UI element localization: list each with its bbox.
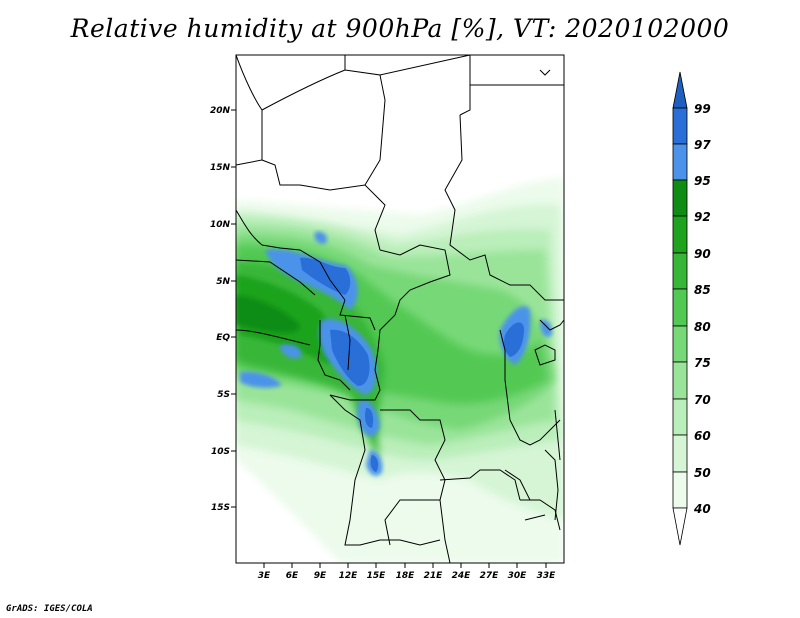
lon-label-24e: 24E bbox=[452, 571, 472, 581]
lon-label-9e: 9E bbox=[314, 571, 327, 581]
colorbar-swatch-40-50 bbox=[672, 471, 688, 509]
colorbar-label-92: 92 bbox=[694, 210, 711, 224]
colorbar-swatch-70-75 bbox=[672, 361, 688, 400]
colorbar-swatch-90-92 bbox=[672, 215, 688, 254]
colorbar-swatch-50-60 bbox=[672, 434, 688, 473]
lon-label-3e: 3E bbox=[258, 571, 271, 581]
colorbar-label-50: 50 bbox=[694, 466, 711, 480]
colorbar-label-75: 75 bbox=[694, 356, 711, 370]
map-frame bbox=[235, 54, 565, 564]
colorbar-label-85: 85 bbox=[694, 283, 711, 297]
lon-label-18e: 18E bbox=[396, 571, 416, 581]
lon-label-30e: 30E bbox=[508, 571, 528, 581]
colorbar-swatch-75-80 bbox=[672, 325, 688, 363]
country-borders bbox=[236, 55, 564, 563]
humidity-field bbox=[236, 178, 564, 563]
page-title: Relative humidity at 900hPa [%], VT: 202… bbox=[70, 14, 730, 43]
lat-labels: 20N 15N 10N 5N EQ 5S 10S 15S bbox=[210, 106, 231, 513]
lon-label-12e: 12E bbox=[339, 571, 359, 581]
colorbar bbox=[672, 71, 688, 546]
colorbar-label-99: 99 bbox=[694, 102, 711, 116]
colorbar-swatch-80-85 bbox=[672, 288, 688, 327]
lon-label-21e: 21E bbox=[424, 571, 444, 581]
grads-credit: GrADS: IGES/COLA bbox=[6, 604, 93, 614]
colorbar-swatch-92-95 bbox=[672, 179, 688, 217]
colorbar-label-40: 40 bbox=[693, 502, 711, 516]
colorbar-swatch-97-99 bbox=[672, 107, 688, 145]
lat-label-20n: 20N bbox=[210, 106, 231, 116]
lon-label-6e: 6E bbox=[286, 571, 299, 581]
lon-labels: 3E 6E 9E 12E 15E 18E 21E 24E 27E 30E 33E bbox=[258, 571, 556, 581]
colorbar-label-95: 95 bbox=[694, 174, 711, 188]
colorbar-label-80: 80 bbox=[694, 320, 711, 334]
lat-label-10s: 10S bbox=[211, 447, 230, 457]
colorbar-label-90: 90 bbox=[694, 247, 711, 261]
lat-label-15n: 15N bbox=[210, 163, 231, 173]
colorbar-label-70: 70 bbox=[694, 393, 711, 407]
colorbar-swatch-60-70 bbox=[672, 398, 688, 436]
lon-label-33e: 33E bbox=[537, 571, 557, 581]
lat-axis bbox=[231, 109, 236, 508]
lon-label-15e: 15E bbox=[367, 571, 387, 581]
colorbar-label-60: 60 bbox=[694, 429, 711, 443]
colorbar-label-97: 97 bbox=[694, 138, 711, 152]
lat-label-15s: 15S bbox=[211, 503, 230, 513]
colorbar-swatch-85-90 bbox=[672, 252, 688, 290]
colorbar-bottom-arrow bbox=[672, 507, 688, 546]
colorbar-swatch-95-97 bbox=[672, 143, 688, 181]
lat-label-5n: 5N bbox=[216, 277, 230, 287]
lon-axis bbox=[263, 563, 547, 568]
lat-label-eq: EQ bbox=[216, 333, 230, 343]
colorbar-labels: 99 97 95 92 90 85 80 75 70 60 50 40 bbox=[693, 102, 711, 516]
lat-label-5s: 5S bbox=[217, 390, 230, 400]
colorbar-top-arrow bbox=[672, 71, 688, 109]
lon-label-27e: 27E bbox=[480, 571, 500, 581]
lat-label-10n: 10N bbox=[210, 220, 231, 230]
